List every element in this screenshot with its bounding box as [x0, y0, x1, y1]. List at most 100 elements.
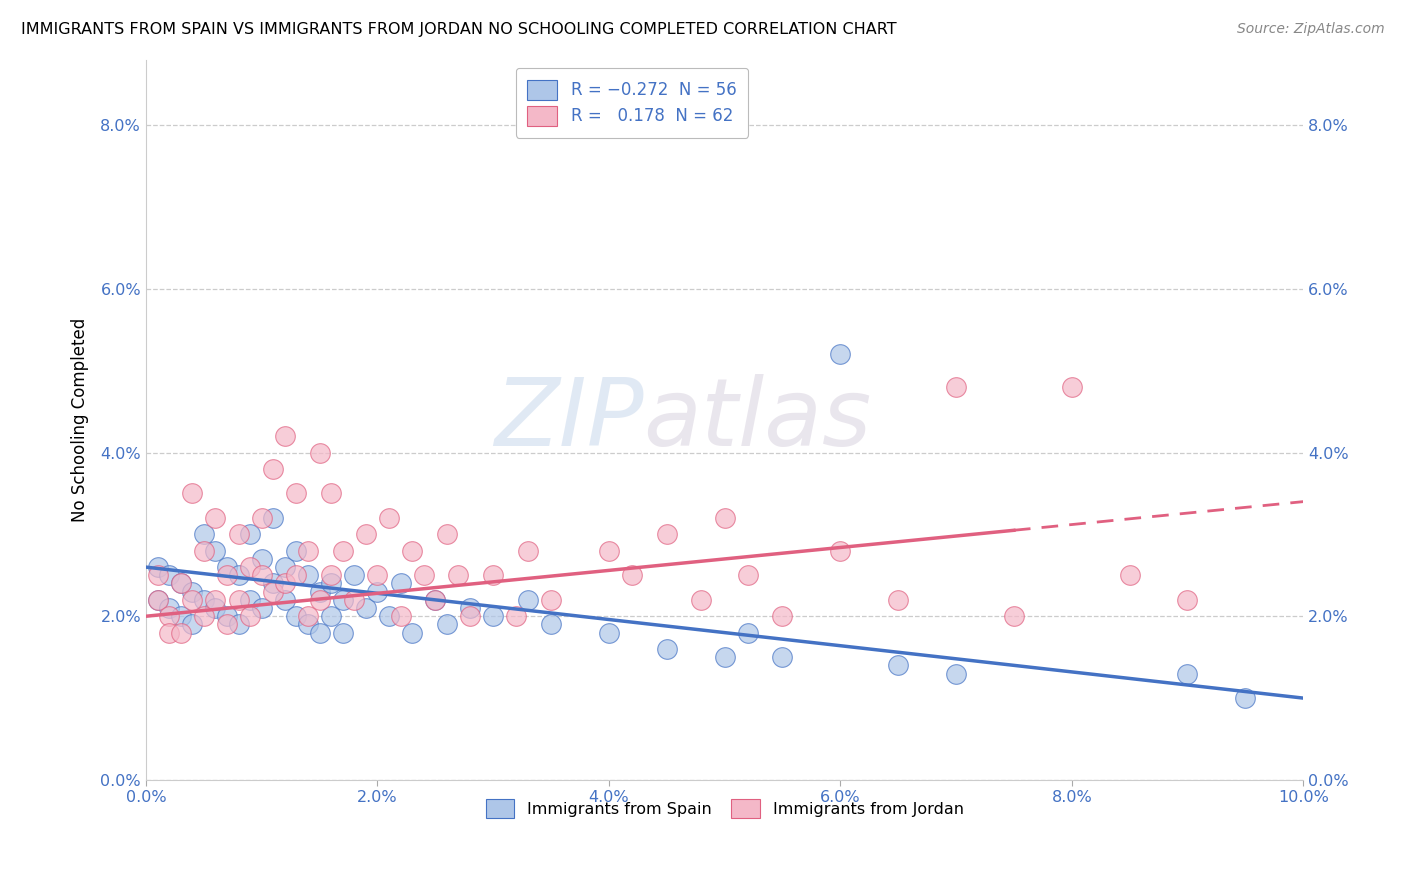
Point [321, 568, 343, 582]
Point [830, 543, 852, 558]
Point [425, 592, 447, 607]
Text: ZIP: ZIP [494, 375, 644, 466]
Point [482, 609, 505, 624]
Point [181, 486, 204, 500]
Point [308, 592, 330, 607]
Point [181, 617, 204, 632]
Point [308, 584, 330, 599]
Point [540, 592, 562, 607]
Point [516, 543, 538, 558]
Point [447, 568, 470, 582]
Point [458, 609, 481, 624]
Point [215, 568, 238, 582]
Point [285, 543, 308, 558]
Point [621, 568, 644, 582]
Point [215, 560, 238, 574]
Point [274, 429, 297, 443]
Point [215, 617, 238, 632]
Point [332, 625, 354, 640]
Point [157, 568, 180, 582]
Point [598, 543, 620, 558]
Point [274, 560, 297, 574]
Point [204, 511, 226, 525]
Point [274, 576, 297, 591]
Point [1002, 609, 1025, 624]
Point [170, 609, 193, 624]
Point [354, 601, 377, 615]
Point [239, 609, 262, 624]
Point [193, 592, 215, 607]
Point [157, 625, 180, 640]
Point [297, 609, 319, 624]
Point [157, 601, 180, 615]
Point [830, 347, 852, 361]
Point [262, 584, 284, 599]
Point [250, 601, 273, 615]
Y-axis label: No Schooling Completed: No Schooling Completed [72, 318, 89, 522]
Point [1118, 568, 1140, 582]
Point [157, 609, 180, 624]
Point [146, 592, 169, 607]
Point [204, 543, 226, 558]
Point [887, 592, 910, 607]
Point [297, 543, 319, 558]
Point [772, 609, 794, 624]
Point [343, 592, 366, 607]
Point [250, 568, 273, 582]
Point [655, 642, 678, 657]
Point [482, 568, 505, 582]
Point [354, 527, 377, 541]
Point [389, 576, 412, 591]
Point [193, 543, 215, 558]
Point [146, 560, 169, 574]
Point [250, 511, 273, 525]
Point [308, 445, 330, 459]
Point [285, 486, 308, 500]
Point [887, 658, 910, 673]
Point [204, 601, 226, 615]
Point [239, 592, 262, 607]
Legend: Immigrants from Spain, Immigrants from Jordan: Immigrants from Spain, Immigrants from J… [478, 790, 972, 826]
Point [204, 592, 226, 607]
Point [297, 617, 319, 632]
Text: IMMIGRANTS FROM SPAIN VS IMMIGRANTS FROM JORDAN NO SCHOOLING COMPLETED CORRELATI: IMMIGRANTS FROM SPAIN VS IMMIGRANTS FROM… [21, 22, 897, 37]
Point [378, 511, 401, 525]
Point [193, 527, 215, 541]
Point [332, 543, 354, 558]
Point [228, 617, 250, 632]
Point [228, 592, 250, 607]
Point [1234, 691, 1257, 706]
Point [250, 552, 273, 566]
Point [378, 609, 401, 624]
Point [1177, 592, 1199, 607]
Point [366, 568, 388, 582]
Point [228, 568, 250, 582]
Point [772, 650, 794, 665]
Point [401, 543, 423, 558]
Point [366, 584, 388, 599]
Point [297, 568, 319, 582]
Point [540, 617, 562, 632]
Point [239, 560, 262, 574]
Point [215, 609, 238, 624]
Point [737, 568, 759, 582]
Point [321, 576, 343, 591]
Point [321, 609, 343, 624]
Point [262, 576, 284, 591]
Point [170, 625, 193, 640]
Point [713, 511, 735, 525]
Point [181, 592, 204, 607]
Point [945, 666, 967, 681]
Point [228, 527, 250, 541]
Point [412, 568, 434, 582]
Point [1060, 380, 1083, 394]
Point [401, 625, 423, 640]
Point [1177, 666, 1199, 681]
Point [170, 576, 193, 591]
Point [425, 592, 447, 607]
Point [737, 625, 759, 640]
Point [262, 511, 284, 525]
Point [146, 592, 169, 607]
Point [285, 568, 308, 582]
Point [458, 601, 481, 615]
